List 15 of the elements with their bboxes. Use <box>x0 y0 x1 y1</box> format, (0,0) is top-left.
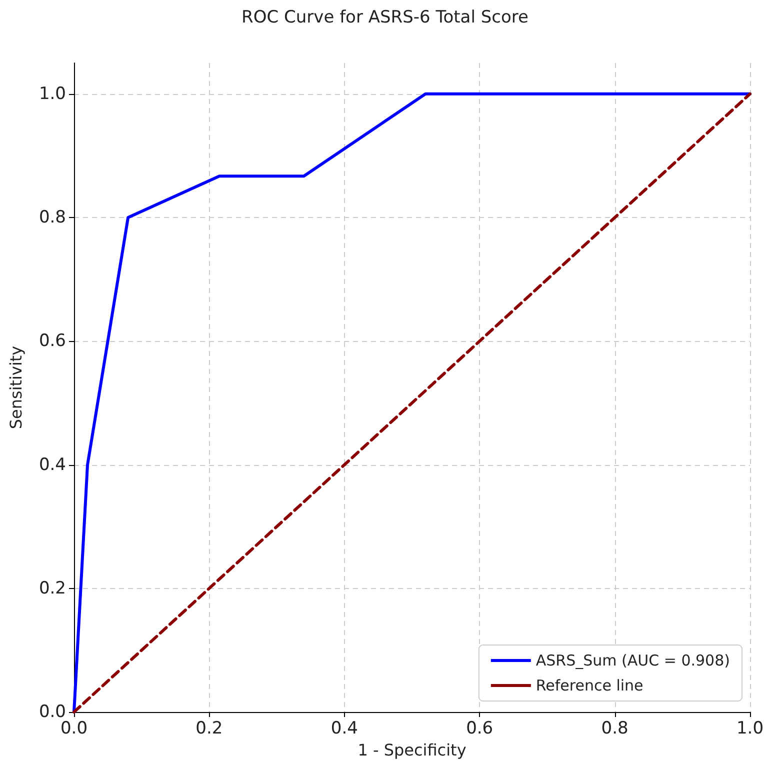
y-tick-label: 0.8 <box>38 208 66 228</box>
y-tick-label: 0.4 <box>38 454 66 475</box>
y-tick-label: 0.6 <box>38 331 66 352</box>
x-axis-title: 1 - Specificity <box>358 740 466 760</box>
x-tick-label: 0.4 <box>330 718 358 738</box>
legend-label: Reference line <box>536 676 644 694</box>
x-tick-label: 1.0 <box>736 718 764 738</box>
y-tick-label: 1.0 <box>38 84 66 104</box>
y-tick-label: 0.2 <box>38 578 66 598</box>
legend-label: ASRS_Sum (AUC = 0.908) <box>536 652 730 670</box>
x-tick-label: 0.8 <box>601 718 628 738</box>
chart-title: ROC Curve for ASRS-6 Total Score <box>242 8 528 28</box>
y-axis-title: Sensitivity <box>6 346 26 430</box>
x-tick-label: 0.6 <box>466 718 494 738</box>
x-tick-label: 0.2 <box>196 718 223 738</box>
